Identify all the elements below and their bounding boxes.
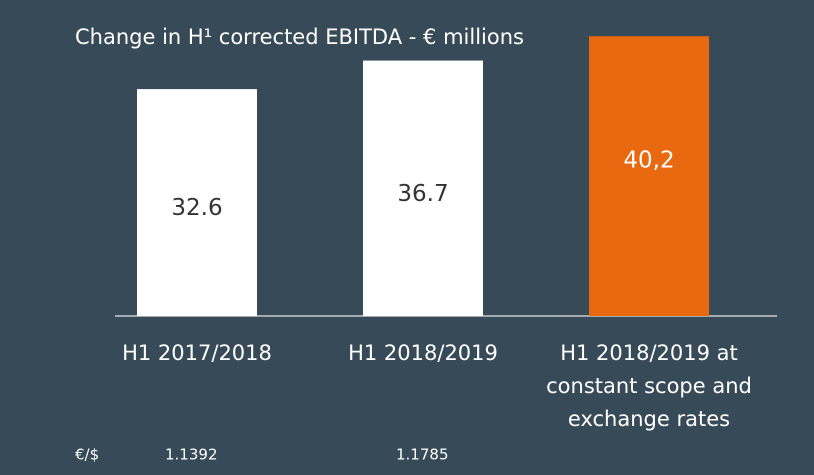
- value-label: 36.7: [397, 181, 448, 207]
- footer-rate: 1.1392: [165, 446, 218, 464]
- value-label: 32.6: [171, 195, 222, 221]
- chart-title: Change in H¹ corrected EBITDA - € millio…: [75, 25, 524, 49]
- bar: [589, 36, 709, 316]
- category-label: H1 2017/2018: [122, 341, 272, 365]
- value-label: 40,2: [623, 148, 674, 174]
- category-label: H1 2018/2019 at constant scope and excha…: [546, 341, 752, 431]
- bar: [137, 89, 257, 316]
- bar: [363, 60, 483, 317]
- footer-label: €/$: [75, 446, 99, 464]
- category-label: H1 2018/2019: [348, 341, 498, 365]
- footer-rate: 1.1785: [396, 446, 449, 464]
